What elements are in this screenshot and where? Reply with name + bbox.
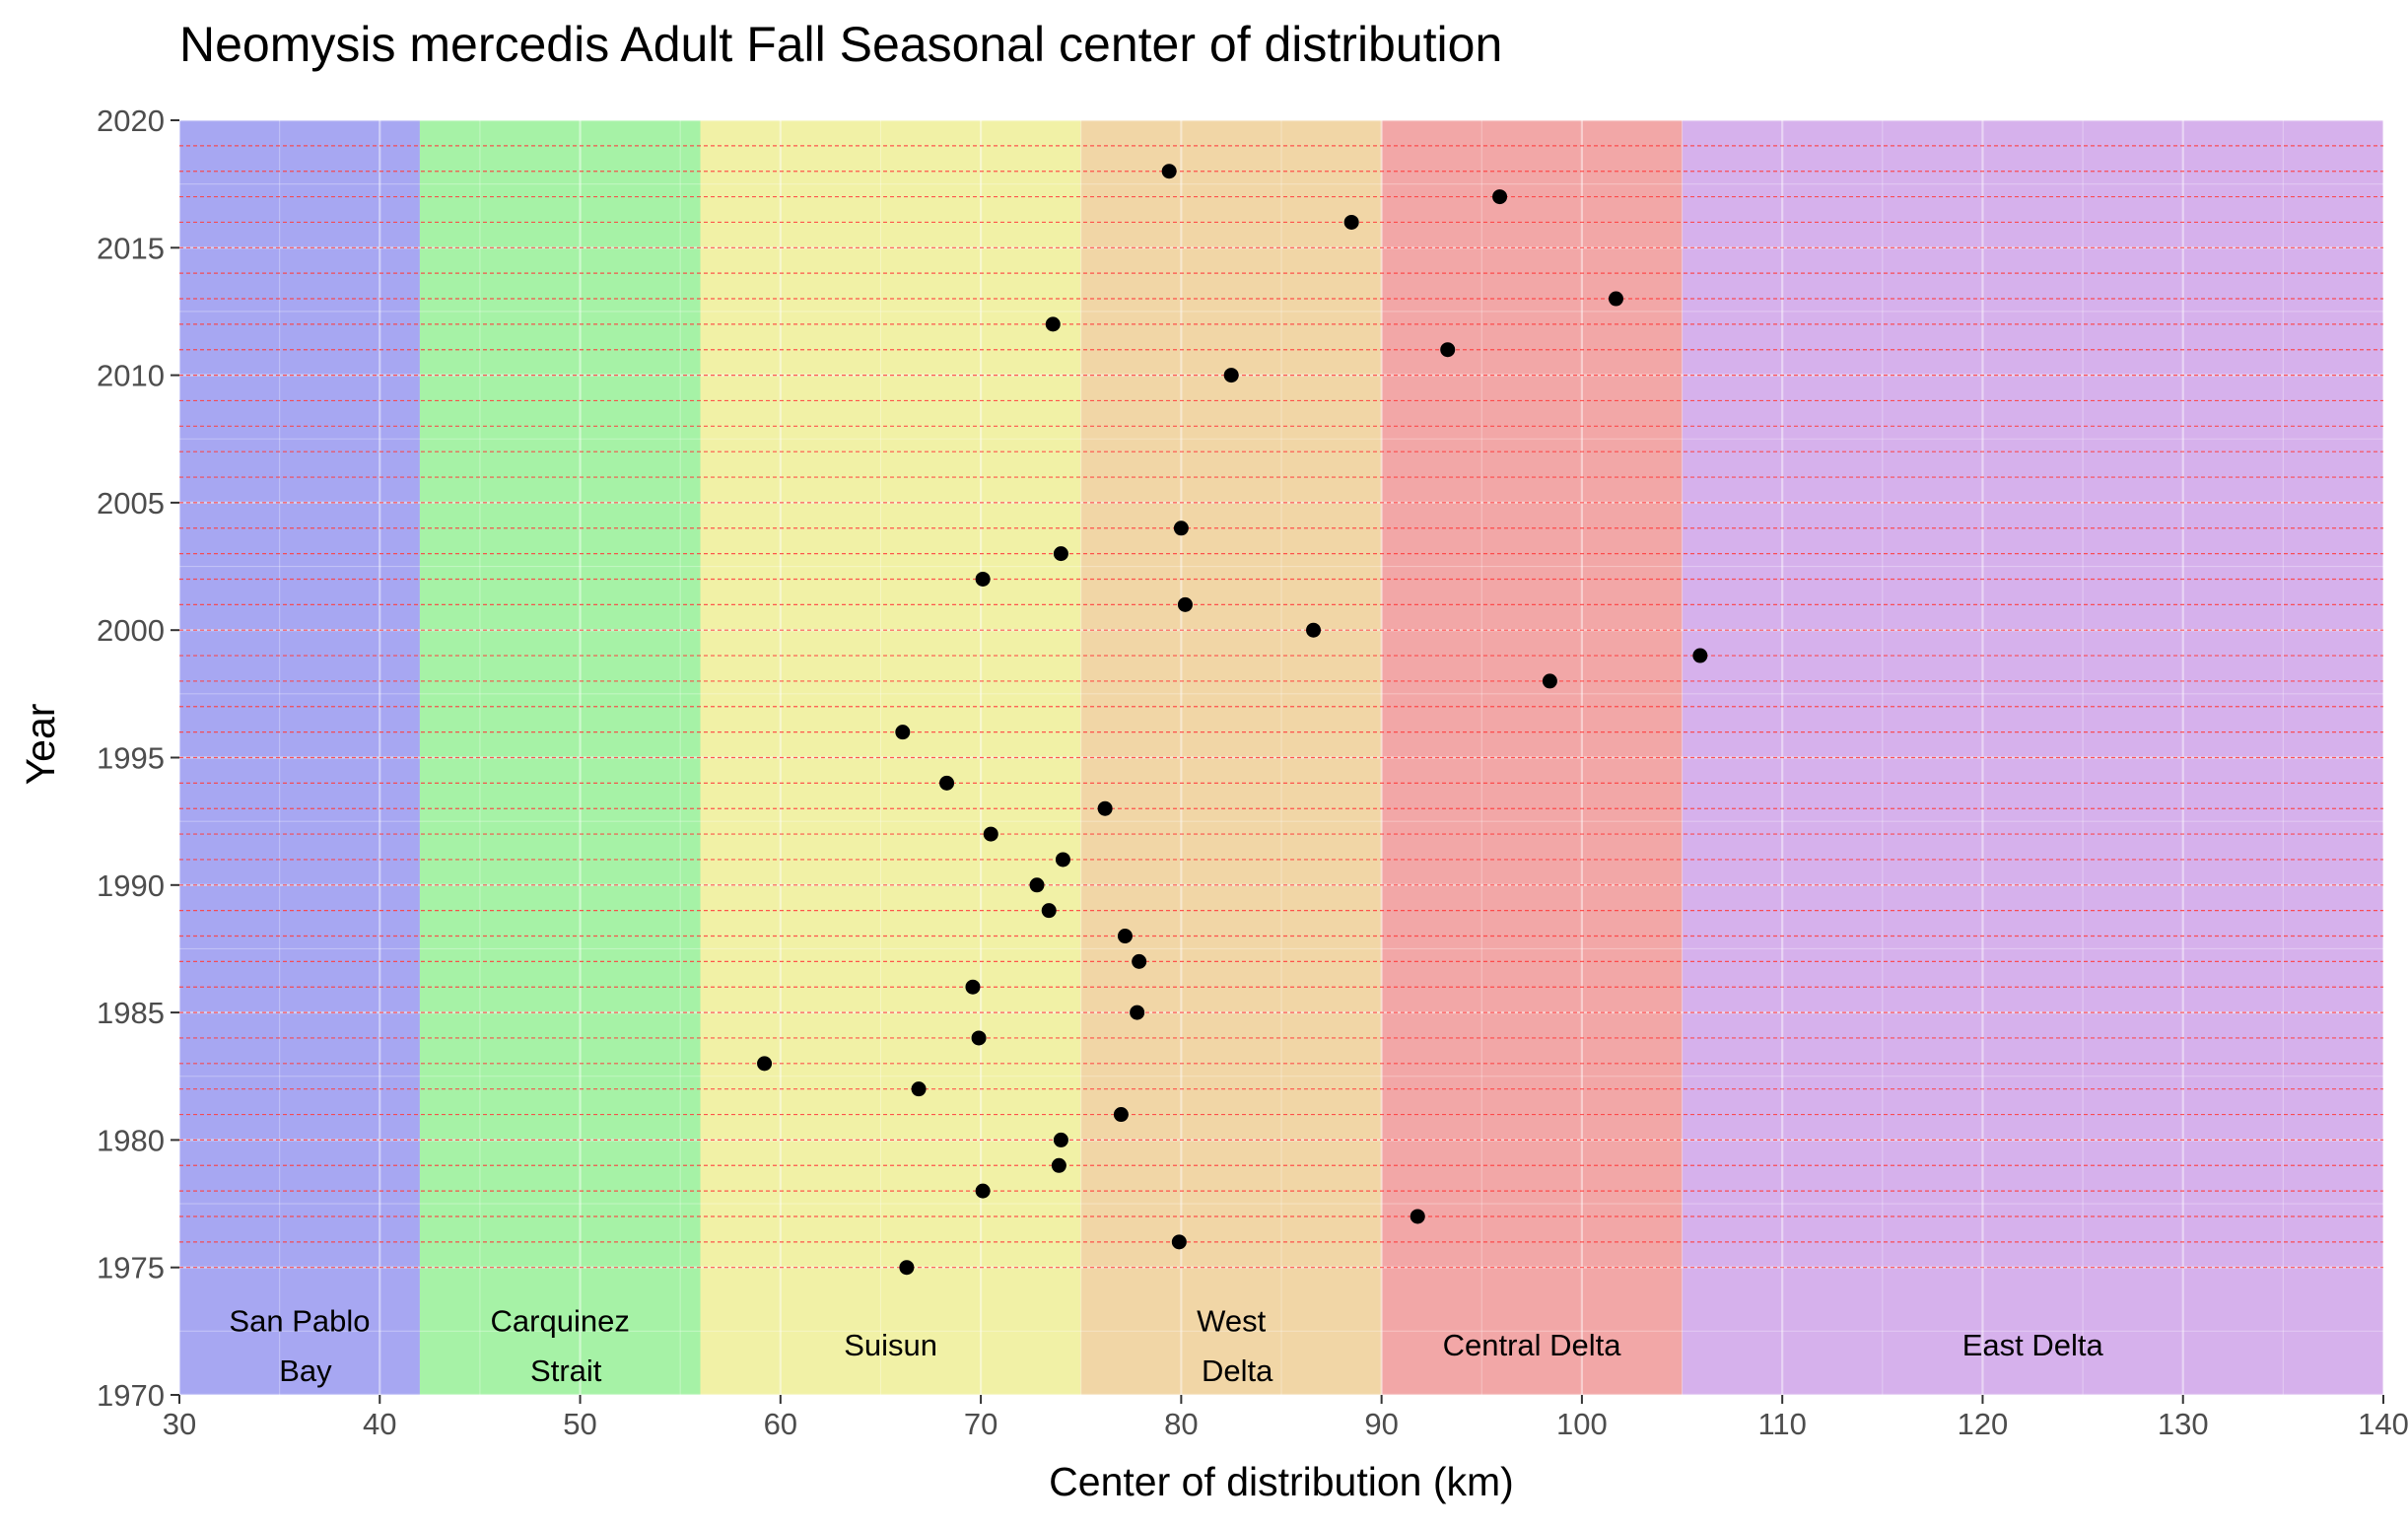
data-point-1975 — [899, 1260, 915, 1276]
y-tick-label-2010: 2010 — [97, 359, 165, 393]
x-axis: 30 40 50 60 70 80 90 100 110 120 130 140 — [163, 1395, 2408, 1441]
x-tick-label-40: 40 — [363, 1407, 396, 1441]
data-point-1991 — [1055, 852, 1070, 868]
region-label-2-0: Suisun — [844, 1328, 937, 1362]
region-label-0-0: San Pablo — [229, 1303, 370, 1338]
y-axis-title: Year — [18, 704, 63, 786]
data-point-1978 — [975, 1183, 991, 1199]
y-tick-label-1990: 1990 — [97, 868, 165, 903]
chart-title: Neomysis mercedis Adult Fall Seasonal ce… — [179, 17, 1502, 72]
data-point-2003 — [1053, 546, 1068, 562]
data-point-1977 — [1410, 1209, 1425, 1224]
data-point-2001 — [1177, 596, 1193, 612]
data-point-2016 — [1343, 214, 1359, 230]
x-tick-label-90: 90 — [1364, 1407, 1398, 1441]
data-point-1999 — [1692, 648, 1708, 663]
data-point-2013 — [1608, 291, 1623, 307]
x-tick-label-50: 50 — [563, 1407, 596, 1441]
data-point-1986 — [965, 979, 981, 995]
data-point-1989 — [1041, 903, 1057, 919]
x-axis-title: Center of distribution (km) — [1049, 1459, 1514, 1504]
y-tick-label-2005: 2005 — [97, 486, 165, 521]
y-tick-label-1975: 1975 — [97, 1251, 165, 1285]
y-axis: 1970 1975 1980 1985 1990 1995 2000 2005 2010 2015… — [97, 104, 179, 1413]
data-point-1988 — [1117, 929, 1133, 944]
x-tick-label-140: 140 — [2358, 1407, 2408, 1441]
data-point-2002 — [975, 571, 991, 587]
x-tick-label-80: 80 — [1164, 1407, 1198, 1441]
region-label-3-0: West — [1197, 1303, 1266, 1338]
y-tick-label-1995: 1995 — [97, 741, 165, 776]
plot-panel: San Pablo Bay Carquinez Strait Suisun West Del… — [177, 118, 2385, 1397]
region-label-1-1: Strait — [530, 1353, 602, 1388]
data-point-1981 — [1113, 1107, 1129, 1123]
data-point-1982 — [911, 1081, 927, 1097]
data-point-1983 — [757, 1056, 773, 1072]
data-point-1980 — [1053, 1132, 1068, 1147]
x-tick-label-30: 30 — [163, 1407, 196, 1441]
data-point-1993 — [1097, 800, 1113, 816]
data-point-2011 — [1440, 342, 1456, 358]
data-point-1984 — [971, 1030, 987, 1046]
region-labels: San Pablo Bay Carquinez Strait Suisun West Del… — [229, 1303, 2103, 1387]
year-reference-lines — [179, 145, 2383, 1269]
y-tick-label-1970: 1970 — [97, 1378, 165, 1413]
data-point-1998 — [1542, 673, 1557, 689]
y-tick-label-2020: 2020 — [97, 104, 165, 138]
data-points — [757, 164, 1708, 1276]
x-tick-label-120: 120 — [1958, 1407, 2009, 1441]
data-point-1987 — [1132, 953, 1147, 969]
data-point-2000 — [1306, 622, 1322, 638]
x-tick-label-70: 70 — [964, 1407, 998, 1441]
region-label-0-1: Bay — [279, 1353, 332, 1388]
x-tick-label-130: 130 — [2158, 1407, 2209, 1441]
data-point-1992 — [983, 826, 998, 842]
y-tick-label-2015: 2015 — [97, 231, 165, 265]
data-point-1979 — [1051, 1157, 1066, 1173]
data-point-1996 — [895, 725, 911, 740]
data-point-2010 — [1223, 368, 1239, 383]
y-tick-label-1980: 1980 — [97, 1123, 165, 1157]
region-label-1-0: Carquinez — [491, 1303, 630, 1338]
data-point-2004 — [1173, 521, 1189, 536]
x-tick-label-100: 100 — [1556, 1407, 1608, 1441]
y-tick-label-1985: 1985 — [97, 996, 165, 1030]
data-point-2012 — [1045, 316, 1061, 332]
data-point-1985 — [1130, 1005, 1145, 1020]
data-point-1976 — [1171, 1234, 1187, 1250]
data-point-1990 — [1029, 877, 1045, 893]
region-label-3-1: Delta — [1202, 1353, 1273, 1388]
y-tick-label-2000: 2000 — [97, 613, 165, 648]
data-point-2017 — [1492, 189, 1508, 205]
x-tick-label-60: 60 — [764, 1407, 797, 1441]
data-point-1994 — [939, 775, 955, 791]
region-label-4-0: Central Delta — [1443, 1328, 1622, 1362]
x-tick-label-110: 110 — [1757, 1407, 1806, 1441]
data-point-2018 — [1161, 164, 1177, 179]
region-label-5-0: East Delta — [1962, 1328, 2104, 1362]
